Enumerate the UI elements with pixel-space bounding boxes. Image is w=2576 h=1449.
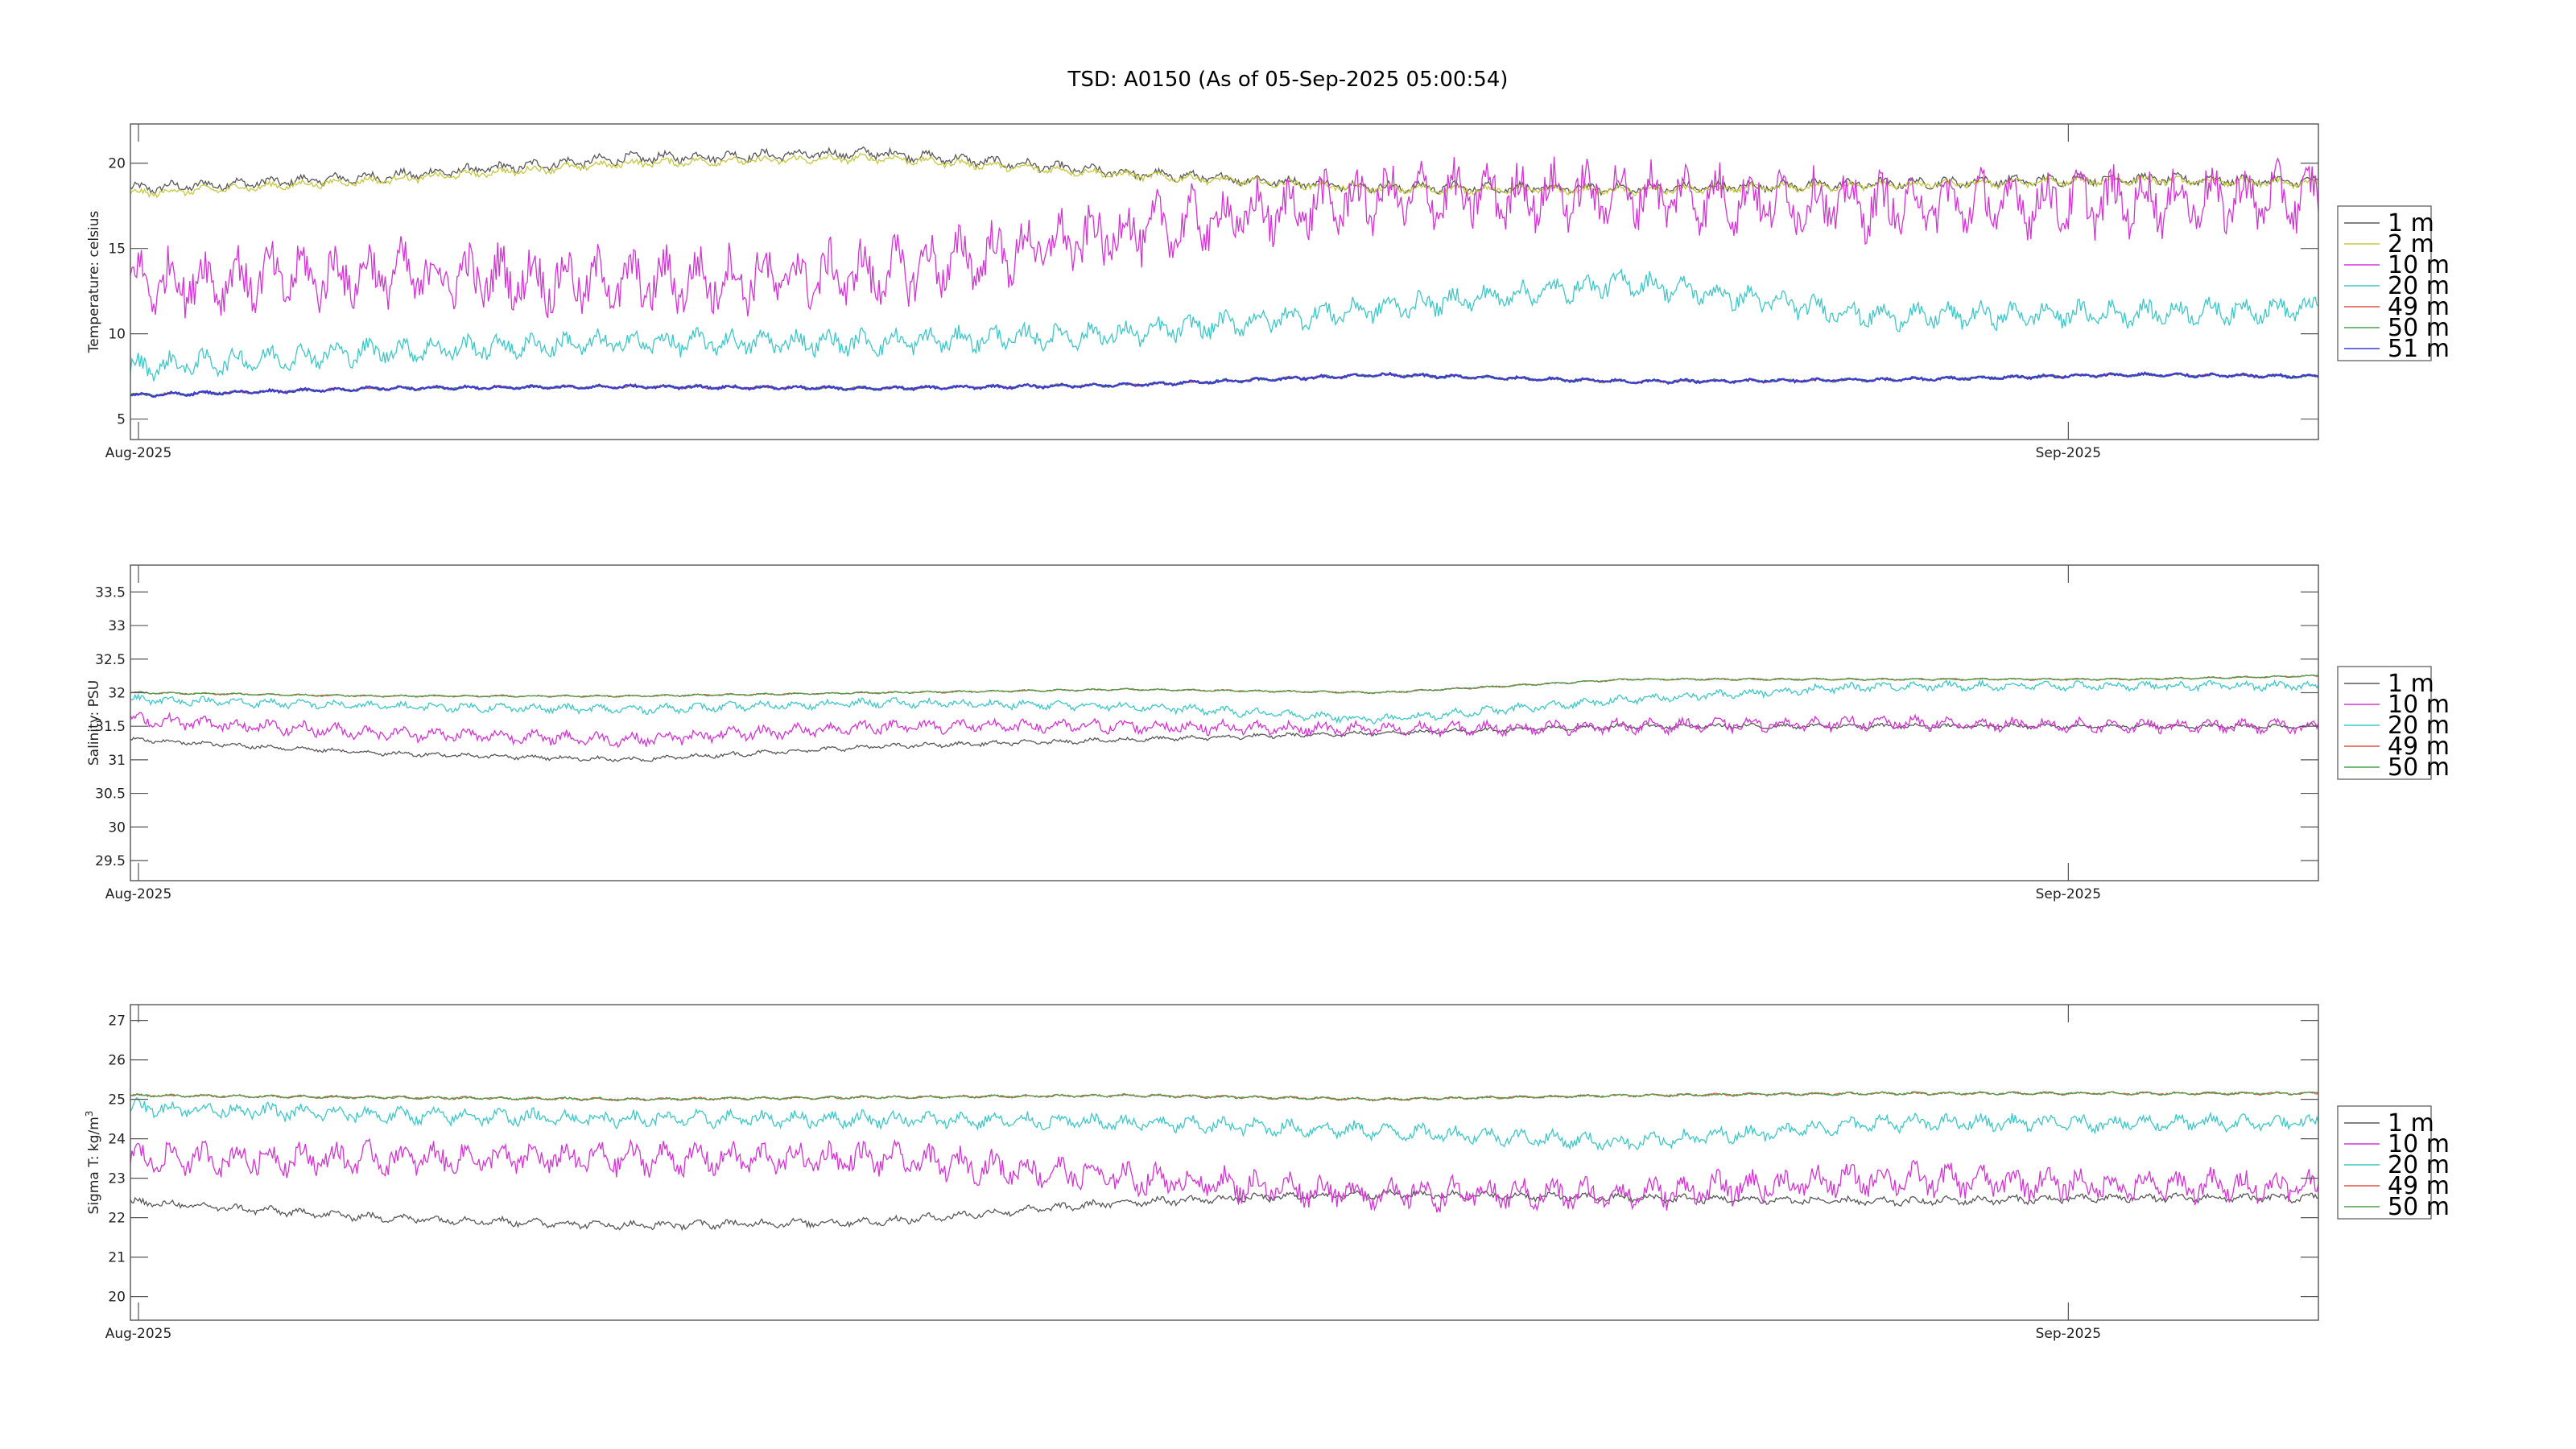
series-group [130,146,2318,398]
legend-label-10m: 10 m [2388,1130,2450,1158]
y-tick-label: 26 [108,1053,126,1069]
y-axis-label-superscript: 3 [84,1111,95,1117]
legend-label-1m: 1 m [2388,209,2434,237]
y-tick-label: 15 [108,242,126,258]
y-tick-label: 32 [108,685,126,701]
legend-label-1m: 1 m [2388,670,2434,698]
y-axis-label: Temperature: celsius [86,211,102,354]
legend: 1 m10 m20 m49 m50 m [2337,1105,2450,1221]
legend-label-20m: 20 m [2388,1151,2450,1179]
y-axis-label: Salinity: PSU [86,680,102,766]
legend-label-50m: 50 m [2388,753,2450,782]
chart-panel-1: 5 10 15 20 Aug-2025 Sep-2025 Temperature: cels… [86,123,2450,461]
figure-title: TSD: A0150 (As of 05-Sep-2025 05:00:54) [1067,68,1509,92]
y-tick-label: 21 [108,1250,126,1266]
x-tick-label: Aug-2025 [105,445,172,461]
legend-label-10m: 10 m [2388,691,2450,719]
legend-label-20m: 20 m [2388,272,2450,300]
y-tick-label: 31.5 [95,719,126,735]
y-tick-label: 20 [108,1290,126,1306]
y-tick-label: 23 [108,1171,126,1187]
legend-label-1m: 1 m [2388,1109,2434,1137]
series-line-1m [130,146,2318,196]
y-tick-label: 22 [108,1211,126,1227]
y-axis-label: Sigma T: kg/m3 [84,1111,102,1215]
y-tick-label: 5 [117,412,126,428]
x-tick-label: Sep-2025 [2036,1326,2101,1342]
y-tick-label: 32.5 [95,652,126,668]
plot-frame [130,123,2319,440]
series-line-20m [130,679,2318,724]
legend-label-49m: 49 m [2388,293,2450,321]
series-line-50m [130,674,2318,698]
x-tick-label: Aug-2025 [105,1326,172,1342]
series-line-50m [130,372,2318,398]
series-line-10m [130,1137,2318,1213]
legend: 1 m10 m20 m49 m50 m [2337,666,2450,782]
y-tick-label: 29.5 [95,853,126,869]
series-line-1m [130,1188,2318,1232]
series-line-20m [130,267,2318,382]
legend-box [2337,666,2432,780]
y-axis-label-text: Salinity: PSU [86,680,102,766]
series-line-50m [130,1091,2318,1102]
legend-label-20m: 20 m [2388,712,2450,740]
legend-box [2337,205,2432,361]
legend-label-51m: 51 m [2388,335,2450,363]
plot-frame [130,564,2319,881]
legend-label-49m: 49 m [2388,733,2450,761]
y-tick-label: 25 [108,1092,126,1108]
y-tick-label: 33 [108,618,126,634]
legend-label-49m: 49 m [2388,1172,2450,1200]
series-line-10m [130,712,2318,749]
y-tick-label: 27 [108,1013,126,1030]
x-tick-label: Aug-2025 [105,886,172,902]
legend-label-50m: 50 m [2388,314,2450,342]
x-tick-label: Sep-2025 [2036,886,2101,902]
y-tick-label: 31 [108,753,126,769]
y-axis-label-text: Temperature: celsius [86,211,102,354]
y-tick-label: 30.5 [95,786,126,803]
y-tick-label: 30 [108,819,126,836]
series-line-49m [130,1091,2318,1102]
legend-label-2m: 2 m [2388,230,2434,258]
chart-panel-2: 29.5 30 30.5 31 31.5 32 32.5 33 33.5 Aug-2025 Sep-… [86,564,2450,902]
series-line-10m [130,156,2318,319]
series-line-2m [130,152,2318,199]
legend-label-50m: 50 m [2388,1193,2450,1221]
series-line-1m [130,722,2318,762]
y-tick-label: 20 [108,156,126,172]
series-line-51m [130,371,2318,398]
series-line-49m [130,674,2318,698]
series-group [130,674,2318,762]
legend-box [2337,1105,2432,1220]
y-tick-label: 10 [108,327,126,343]
series-line-49m [130,372,2318,397]
legend-label-10m: 10 m [2388,251,2450,279]
y-tick-label: 24 [108,1132,126,1148]
y-tick-label: 33.5 [95,584,126,601]
legend: 1 m2 m10 m20 m49 m50 m51 m [2337,205,2450,363]
y-axis-label-text: Sigma T: kg/m [86,1117,102,1214]
chart-panel-3: 20 21 22 23 24 25 26 27 Aug-2025 Sep-2025 Sigma T:… [84,1004,2450,1342]
series-group [130,1091,2318,1232]
series-line-20m [130,1096,2318,1151]
plot-frame [130,1004,2319,1321]
x-tick-label: Sep-2025 [2036,445,2101,461]
